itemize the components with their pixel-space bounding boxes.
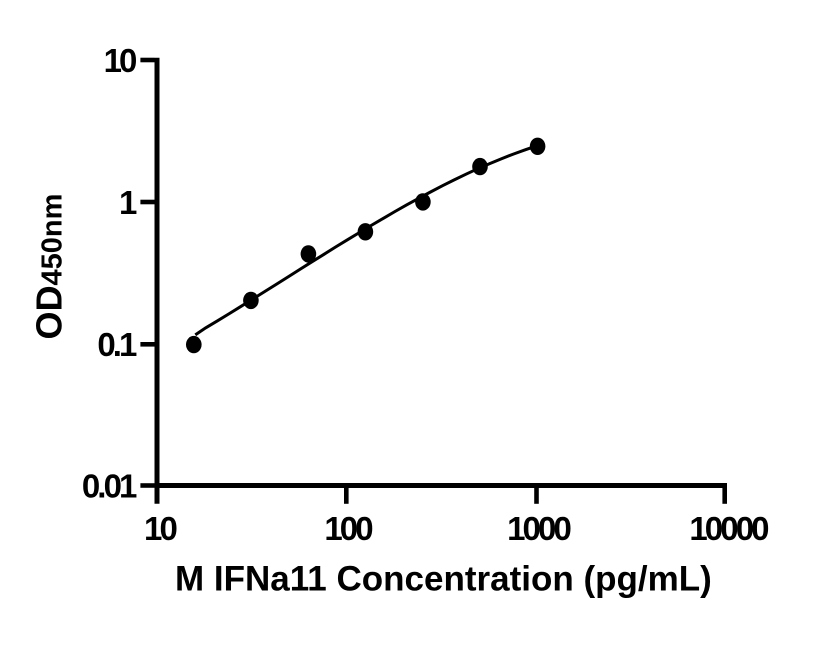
svg-text:M IFNa11 Concentration (pg/mL): M IFNa11 Concentration (pg/mL) bbox=[175, 560, 712, 599]
svg-text:1: 1 bbox=[119, 184, 137, 221]
svg-text:10: 10 bbox=[104, 42, 136, 79]
svg-text:10000: 10000 bbox=[689, 510, 768, 547]
svg-text:1000: 1000 bbox=[507, 510, 570, 547]
svg-text:10: 10 bbox=[144, 510, 176, 547]
svg-text:OD450nm: OD450nm bbox=[29, 194, 70, 340]
svg-text:0.1: 0.1 bbox=[97, 326, 137, 363]
svg-text:100: 100 bbox=[324, 510, 372, 547]
svg-text:0.01: 0.01 bbox=[82, 467, 137, 504]
